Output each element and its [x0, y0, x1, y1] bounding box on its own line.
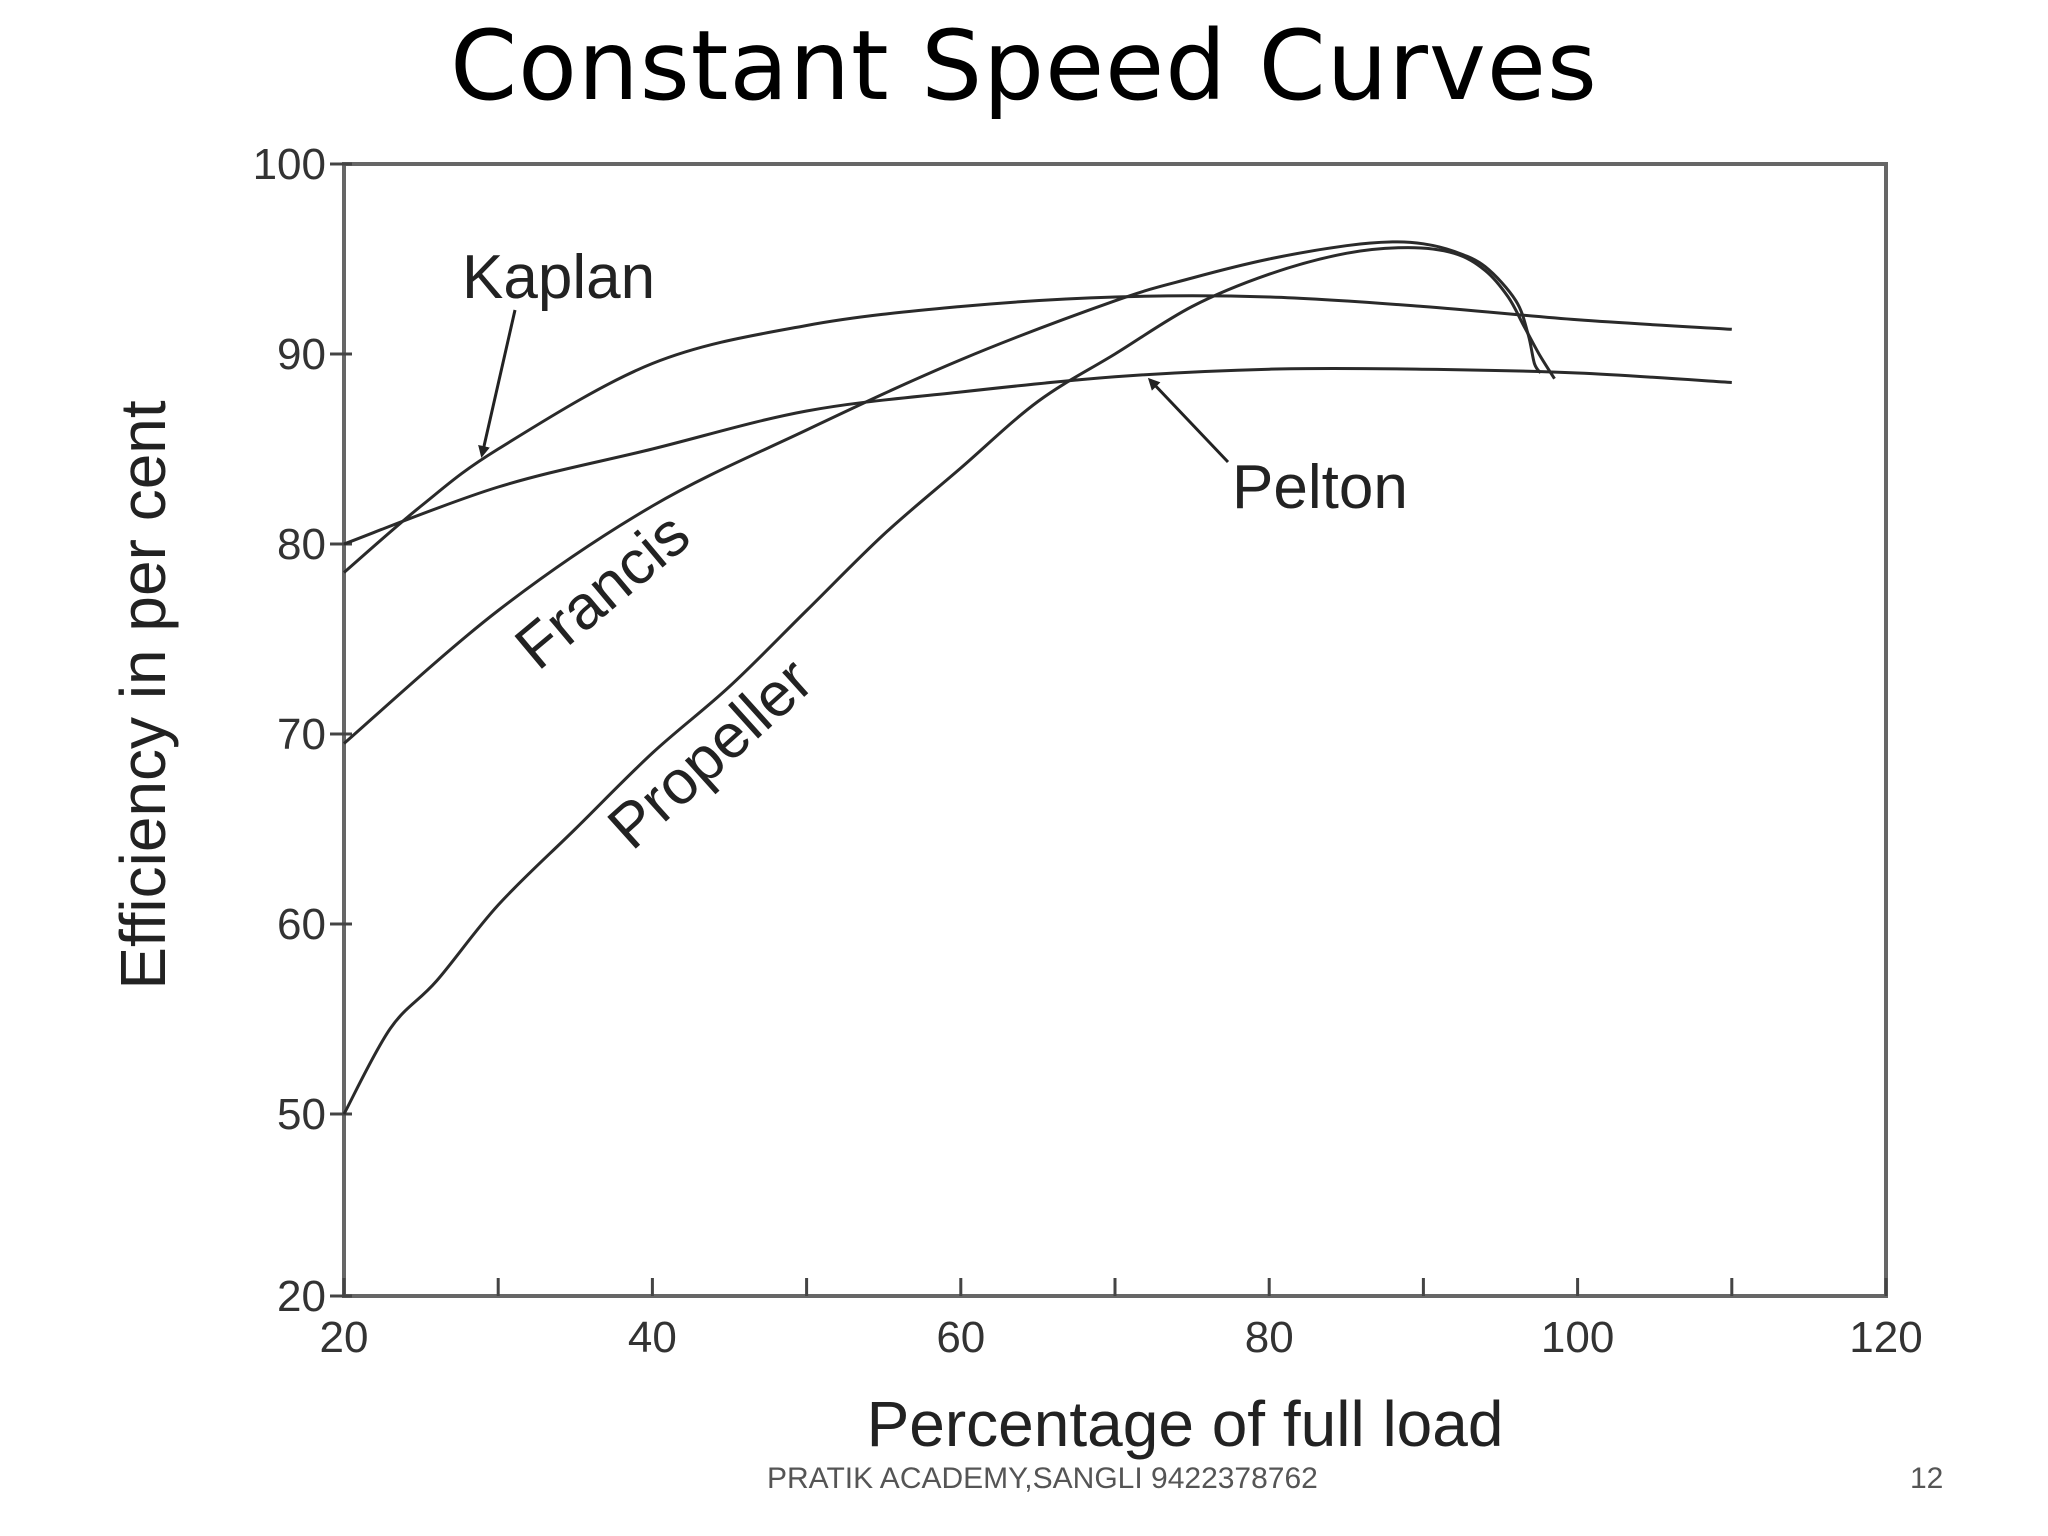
footer-text: PRATIK ACADEMY,SANGLI 9422378762 [767, 1462, 1318, 1495]
curve-label-francis: Francis [503, 499, 703, 683]
y-tick-label: 80 [277, 520, 326, 569]
y-tick-label: 100 [253, 140, 326, 189]
curve-label-propeller: Propeller [595, 645, 826, 862]
x-tick-label: 120 [1849, 1313, 1922, 1362]
slide-title: Constant Speed Curves [450, 10, 1598, 122]
y-axis-label: Efficiency in per cent [107, 400, 179, 990]
x-tick-label: 100 [1541, 1313, 1614, 1362]
curve-label-kaplan: Kaplan [462, 243, 655, 312]
series-line-kaplan [343, 294, 1732, 574]
kaplan-leader-arrow [478, 309, 517, 458]
series-line-francis [343, 240, 1542, 745]
x-tick-label: 20 [320, 1313, 369, 1362]
y-tick-label: 90 [277, 330, 326, 379]
y-tick-label: 50 [277, 1090, 326, 1139]
x-tick-label: 40 [628, 1313, 677, 1362]
page-number: 12 [1910, 1462, 1944, 1495]
y-tick-label: 60 [277, 900, 326, 949]
curve-label-pelton: Pelton [1232, 453, 1408, 522]
series-line-propeller [342, 246, 1556, 1115]
x-tick-label: 80 [1245, 1313, 1294, 1362]
x-tick-label: 60 [936, 1313, 985, 1362]
y-tick-label: 20 [277, 1272, 326, 1321]
y-tick-label: 70 [277, 710, 326, 759]
pelton-leader-arrow [1147, 377, 1230, 464]
plot-frame [342, 162, 1888, 1298]
x-axis-label: Percentage of full load [867, 1388, 1504, 1460]
series-line-pelton [343, 366, 1732, 546]
